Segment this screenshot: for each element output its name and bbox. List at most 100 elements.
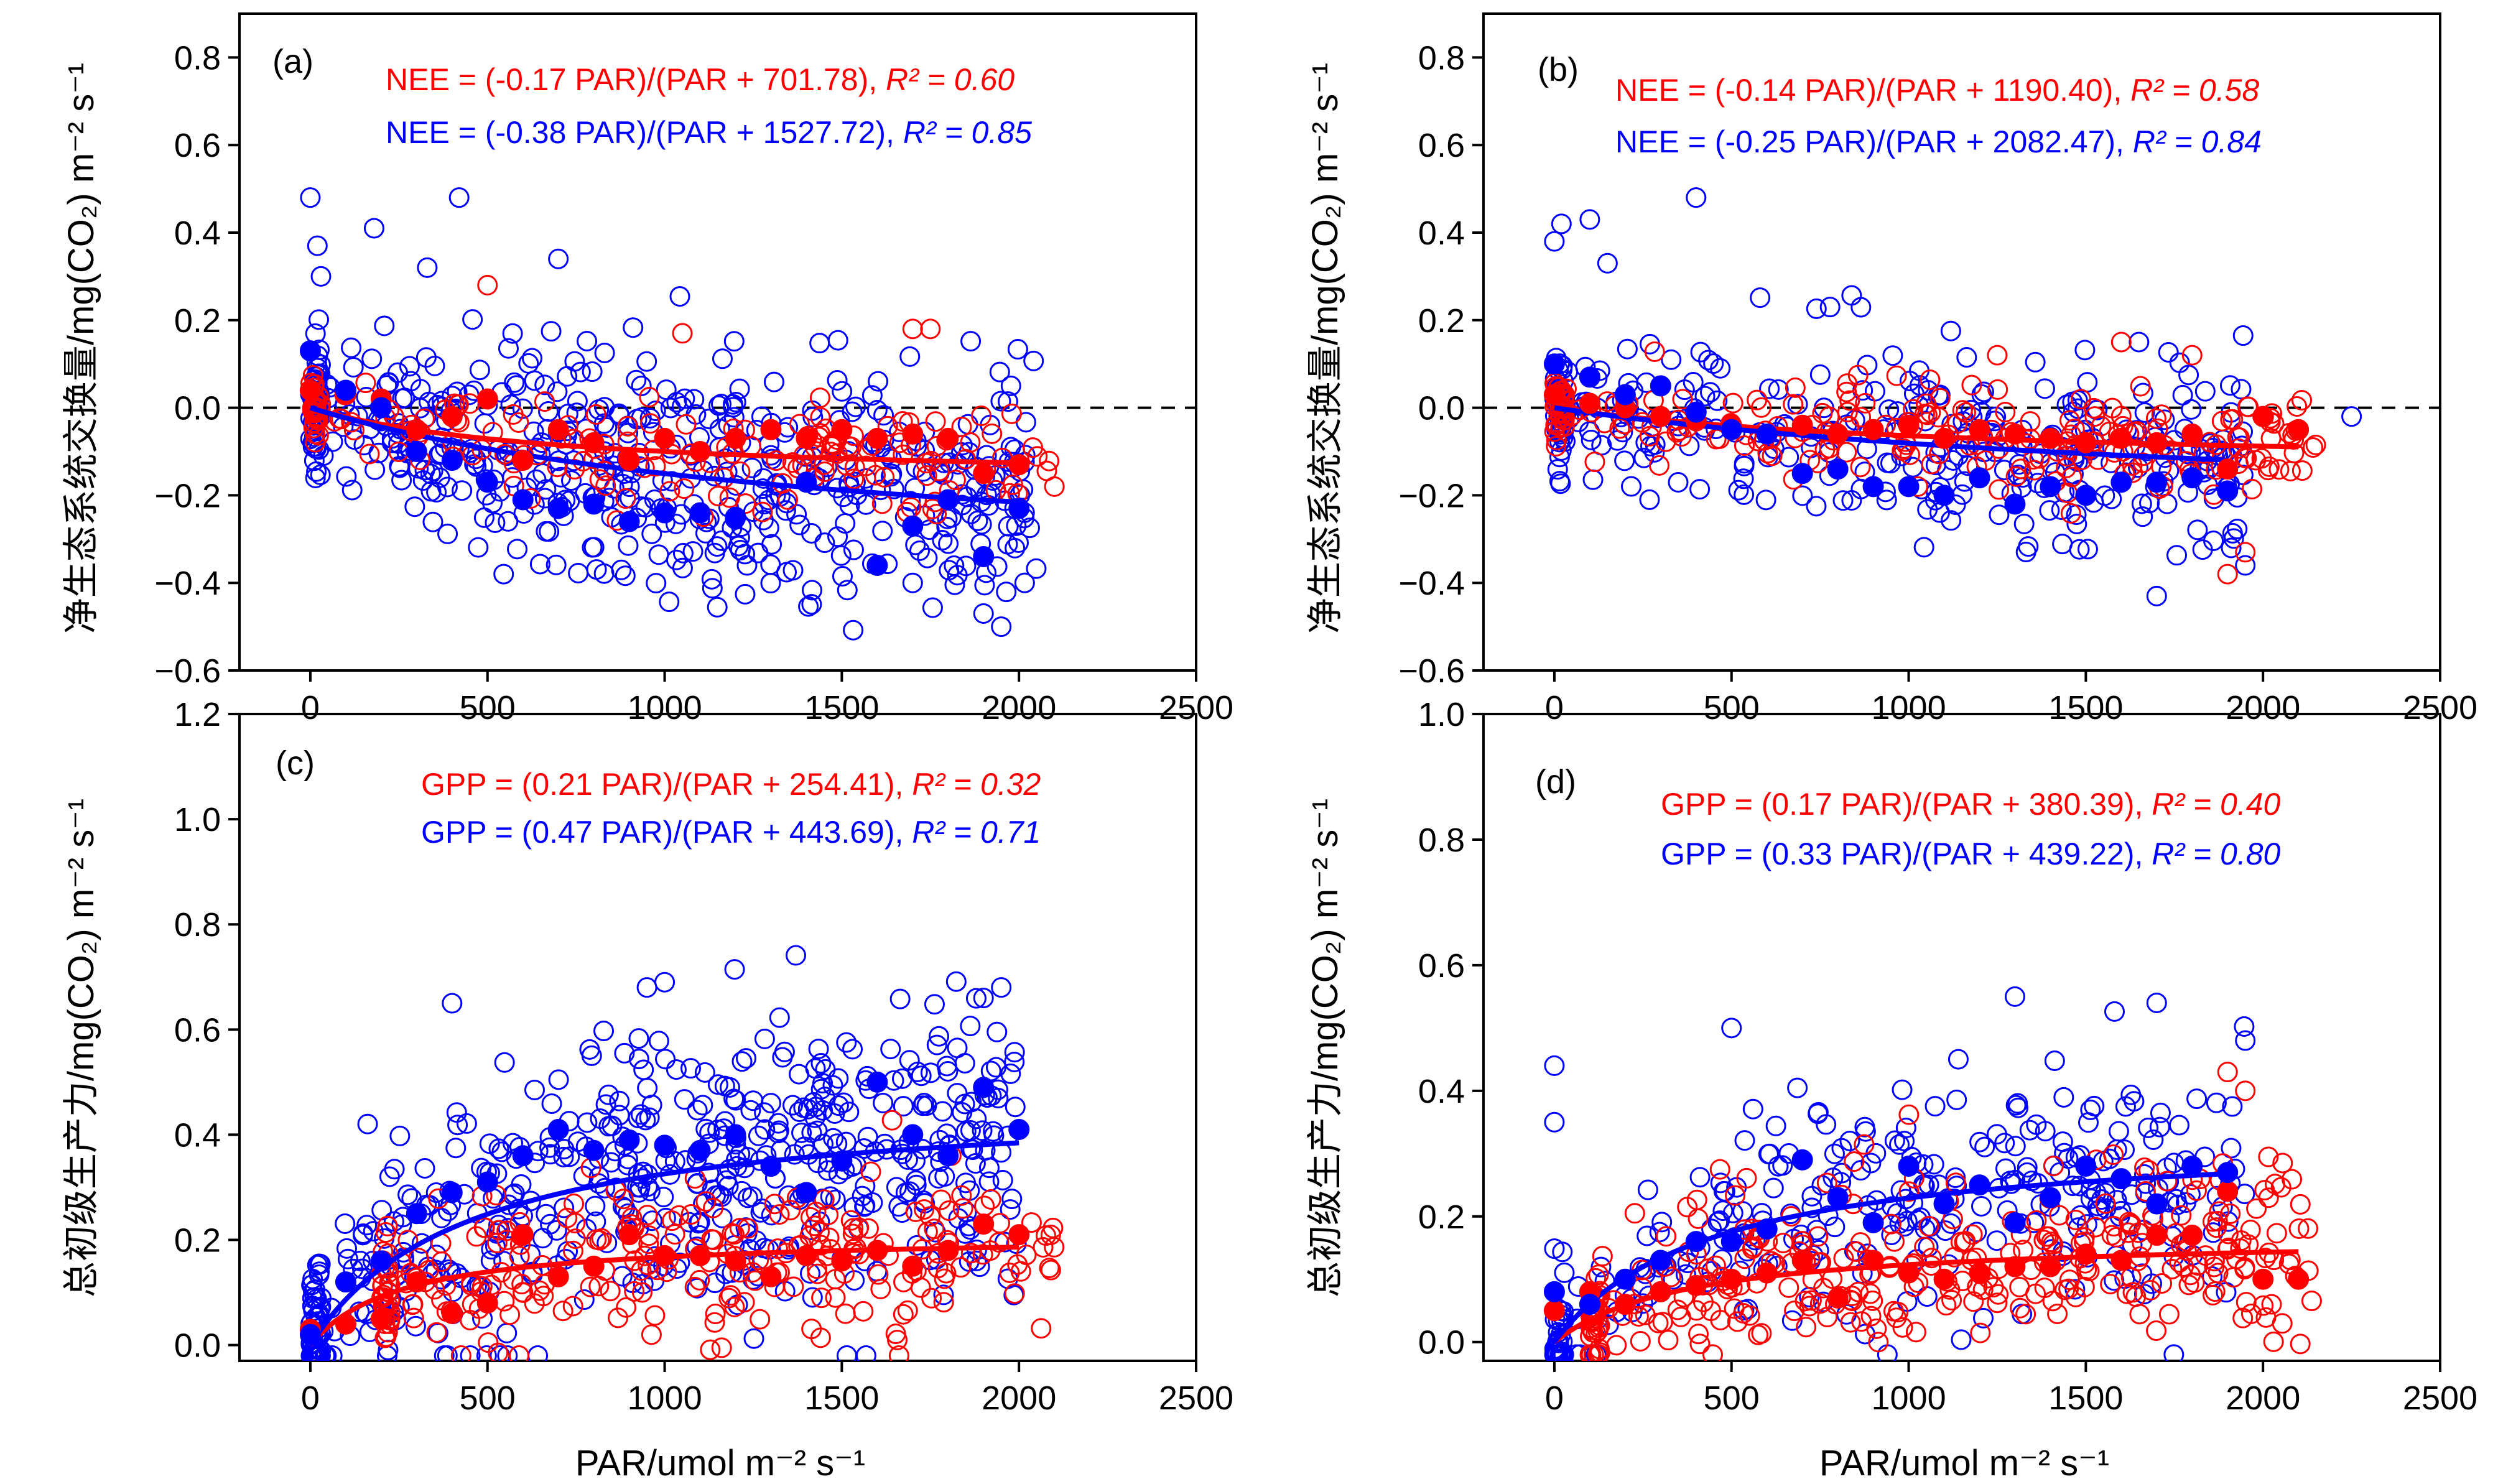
bin-mean-point-blue [725,506,746,528]
scatter-point-red [1796,1317,1817,1338]
scatter-point-blue [909,540,930,561]
scatter-point-red [810,1327,831,1348]
scatter-point-blue [1903,1193,1924,1214]
scatter-point-blue [1712,1200,1734,1222]
bin-mean-point-red [760,419,782,440]
scatter-point-blue [827,330,848,351]
scatter-point-blue [1973,381,1994,402]
bin-mean-point-blue [299,1324,321,1345]
bin-mean-point-blue [2110,1168,2132,1190]
scatter-point-blue [1902,457,1923,478]
bin-mean-point-blue [1008,498,1030,519]
x-tick-label: 1500 [2048,1380,2123,1417]
scatter-point-red [1734,1248,1755,1269]
scatter-point-red [431,1289,452,1310]
bin-mean-point-blue [654,1134,676,1156]
scatter-point-blue [723,407,745,428]
scatter-point-blue [707,596,728,618]
scatter-point-blue [1792,485,1813,506]
scatter-point-red [1039,450,1060,471]
scatter-point-red [920,318,941,340]
scatter-point-red [672,323,693,344]
scatter-point-red [615,488,636,509]
y-tick-label: 0.2 [1418,1199,1465,1236]
scatter-point-red [2245,450,2267,471]
bin-mean-point-red [618,1224,640,1246]
scatter-point-blue [996,582,1017,603]
scatter-point-blue [452,480,473,501]
scatter-point-red [1606,1335,1627,1356]
scatter-point-blue [648,544,669,565]
scatter-point-red [669,1205,690,1226]
scatter-point-red [2217,563,2238,585]
scatter-point-blue [1948,1049,1969,1070]
scatter-point-blue [541,321,562,342]
scatter-point-red [783,1276,804,1297]
bin-mean-point-blue [796,1182,817,1203]
y-tick-label: −0.4 [1398,565,1465,602]
scatter-point-red [707,485,728,506]
scatter-point-blue [934,1166,955,1187]
scatter-point-blue [674,1089,695,1110]
scatter-point-blue [1581,429,1602,450]
bin-mean-point-red [370,1308,392,1330]
scatter-point-blue [891,1143,912,1164]
scatter-point-blue [709,437,730,458]
scatter-point-blue [2069,539,2090,560]
y-tick-label: 0.4 [174,215,221,252]
scatter-point-red [1914,1236,1935,1258]
bin-mean-point-blue [1756,1218,1778,1240]
scatter-point-red [897,1300,918,1321]
scatter-point-blue [614,1042,635,1064]
panel-label-c: (c) [276,744,315,782]
panel-label-d: (d) [1535,763,1576,800]
scatter-point-red [2020,411,2041,432]
bin-mean-point-red [583,1255,605,1277]
scatter-point-red [2161,1258,2183,1279]
scatter-point-red [1021,1212,1042,1233]
scatter-point-red [2101,1225,2122,1246]
bin-mean-point-blue [1827,458,1849,480]
bin-mean-point-red [441,1302,463,1324]
scatter-point-blue [939,560,960,581]
scatter-point-blue [611,559,632,580]
scatter-point-blue [2234,1016,2255,1037]
y-tick-label: 0.4 [174,1116,221,1154]
scatter-point-blue [2178,364,2199,386]
scatter-point-blue [1986,1124,2007,1145]
scatter-point-blue [704,542,725,563]
scatter-point-red [945,470,966,491]
bin-mean-point-red [831,1250,853,1272]
bin-mean-point-red [654,1245,676,1266]
scatter-point-blue [392,1241,414,1263]
scatter-point-blue [417,257,438,278]
scatter-point-blue [363,218,384,239]
bin-mean-point-red [1650,1281,1671,1302]
x-tick-label: 1500 [804,689,879,726]
scatter-point-blue [987,1021,1008,1042]
bin-mean-point-blue [2075,1155,2097,1177]
scatter-point-red [600,1281,621,1302]
scatter-point-red [1039,1258,1060,1279]
bin-mean-point-red [902,1255,924,1277]
scatter-point-blue [669,286,690,307]
bin-mean-point-blue [1543,353,1565,375]
scatter-point-blue [1940,320,1961,341]
scatter-point-blue [504,372,525,393]
scatter-point-blue [582,361,603,383]
scatter-point-blue [2062,1176,2083,1197]
scatter-point-blue [2180,1184,2201,1205]
scatter-point-red [1799,1296,1820,1317]
scatter-point-blue [1750,287,1771,308]
scatter-point-blue [2232,325,2254,346]
scatter-point-red [840,1210,861,1231]
scatter-point-red [893,1304,914,1325]
plot-frame [238,713,1197,1362]
scatter-point-blue [2054,1143,2075,1164]
scatter-point-blue [789,514,810,536]
scatter-point-blue [802,580,823,601]
scatter-point-blue [1763,1177,1784,1199]
scatter-point-blue [1005,537,1026,559]
scatter-point-red [680,1204,702,1225]
scatter-point-red [2272,1313,2293,1334]
